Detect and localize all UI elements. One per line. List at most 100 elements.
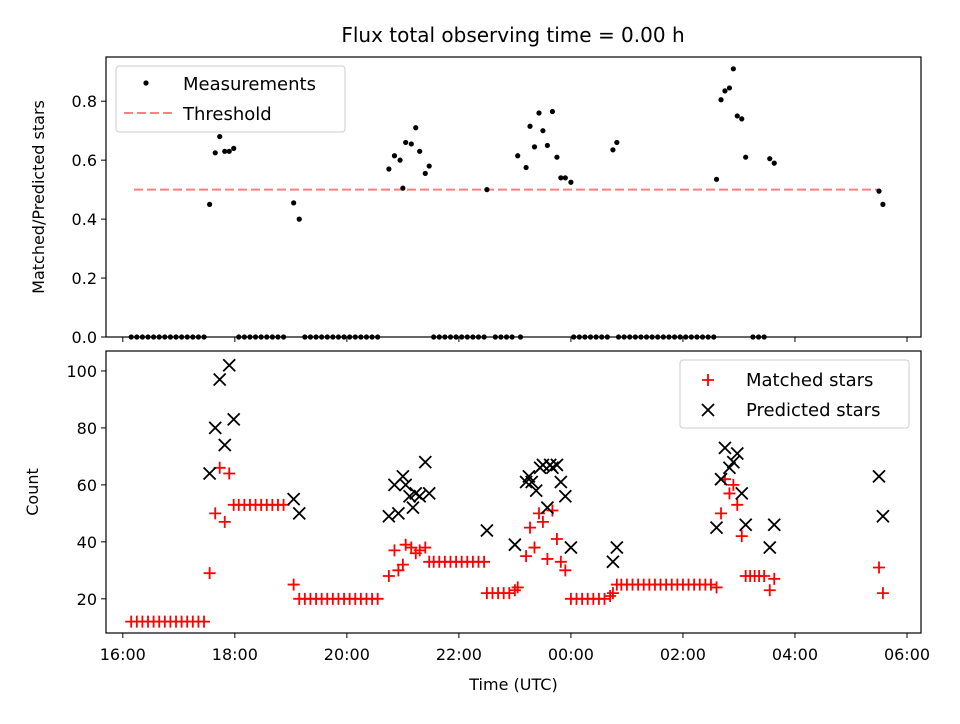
threshold-legend-label: Threshold [182, 104, 272, 125]
matched-stars-point [203, 567, 216, 580]
matched-stars-point [419, 541, 432, 554]
predicted-stars-point [222, 358, 236, 372]
predicted-stars-point [730, 446, 744, 461]
predicted-stars-point [213, 372, 227, 387]
measurement-point [296, 216, 302, 222]
measurement-point [771, 160, 777, 166]
measurement-point [713, 176, 720, 182]
predicted-stars-point [564, 540, 578, 555]
count-y-axis-label: Count [23, 468, 42, 516]
predicted-stars-point [525, 475, 539, 489]
measurements-points [128, 66, 886, 340]
measurement-point [408, 141, 414, 147]
ratio-y-axis-label: Matched/Predicted stars [29, 100, 48, 294]
matched-stars-point [872, 561, 885, 574]
measurement-point [484, 187, 490, 193]
count-y-tick-label: 60 [77, 476, 97, 495]
measurement-point [734, 113, 740, 119]
measurement-point [739, 116, 745, 122]
measurements-legend-marker [143, 80, 149, 86]
matched-stars-point [546, 504, 559, 517]
predicted-stars-point [422, 486, 436, 501]
matched-stars-point [413, 544, 426, 557]
measurement-point [527, 123, 533, 129]
matched-stars-point [727, 478, 740, 491]
predicted-stars-point [418, 455, 432, 469]
predicted-stars-point [399, 478, 413, 492]
count-x-tick-label: 02:00 [660, 645, 706, 664]
predicted-stars-point [292, 506, 306, 521]
measurement-point [767, 156, 773, 162]
predicted-stars-point [480, 523, 494, 538]
ratio-y-tick-label: 0.8 [72, 92, 97, 111]
predicted-stars-legend-marker [701, 403, 715, 417]
measurement-point [549, 108, 556, 115]
matched-stars-point [606, 587, 619, 600]
predicted-stars-point [554, 475, 568, 489]
count-x-tick-label: 06:00 [884, 645, 930, 664]
measurement-point [207, 201, 213, 207]
measurement-point [217, 133, 223, 140]
ratio-y-tick-label: 0.0 [72, 328, 97, 347]
matched-stars-point [508, 584, 521, 597]
count-x-tick-label: 20:00 [324, 645, 370, 664]
ratio-axes-ticks: 0.0 0.2 0.4 0.6 0.8 [72, 92, 908, 347]
matched-stars-point [528, 541, 541, 554]
predicted-stars-point [227, 412, 241, 427]
ratio-y-tick-label: 0.2 [72, 269, 97, 288]
predicted-stars-point [391, 506, 406, 521]
matched-stars-point [604, 589, 617, 602]
predicted-stars-point [382, 509, 396, 523]
count-x-tick-label: 00:00 [548, 645, 594, 664]
predicted-stars-point [208, 421, 222, 435]
matched-stars-legend-label: Matched stars [746, 370, 873, 391]
figure-title: Flux total observing time = 0.00 h [341, 23, 684, 47]
measurement-point [426, 163, 432, 169]
predicted-stars-point [202, 466, 217, 481]
ratio-legend: Measurements Threshold [115, 65, 346, 133]
predicted-stars-point [610, 540, 624, 555]
predicted-stars-point [709, 520, 724, 535]
measurement-point [400, 185, 406, 191]
matched-stars-point [223, 467, 236, 480]
ratio-legend-box [115, 65, 346, 133]
measurement-point [212, 150, 218, 156]
count-x-tick-label: 18:00 [212, 645, 258, 664]
matched-stars-point [198, 615, 211, 628]
matched-stars-point [396, 558, 409, 571]
matched-stars-point [503, 587, 516, 600]
measurement-point [610, 147, 616, 153]
measurement-point [568, 179, 574, 185]
predicted-stars-point [508, 538, 522, 552]
predicted-stars-point [722, 461, 737, 475]
matched-stars-point [478, 555, 491, 568]
predicted-stars-point [735, 486, 749, 501]
matched-stars-point [532, 507, 545, 520]
matched-stars-point [550, 533, 563, 545]
matched-stars-point [710, 581, 723, 594]
measurement-point [876, 188, 882, 194]
predicted-stars-point [714, 472, 728, 486]
predicted-stars-point [550, 458, 564, 472]
count-y-tick-label: 100 [66, 362, 97, 381]
measurement-point [222, 148, 228, 154]
count-x-tick-label: 22:00 [436, 645, 482, 664]
ratio-panel: 0.00.20.40.60.8 Matched/Predicted stars … [29, 56, 922, 347]
time-x-axis-label: Time (UTC) [468, 675, 557, 694]
measurement-point [391, 153, 398, 159]
measurement-point [554, 154, 560, 160]
measurements-legend-label: Measurements [183, 74, 316, 95]
measurement-point [226, 148, 232, 154]
measurement-point [722, 88, 728, 94]
matched-stars-point [382, 570, 395, 583]
predicted-stars-point [872, 469, 886, 483]
matched-stars-point [209, 507, 222, 520]
matched-stars-point [735, 530, 748, 543]
matched-stars-point [371, 592, 384, 605]
measurement-point [403, 139, 409, 146]
count-legend-box [679, 359, 910, 429]
matched-stars-point [388, 544, 401, 557]
measurement-point [544, 142, 550, 149]
matched-stars-point [763, 584, 776, 597]
